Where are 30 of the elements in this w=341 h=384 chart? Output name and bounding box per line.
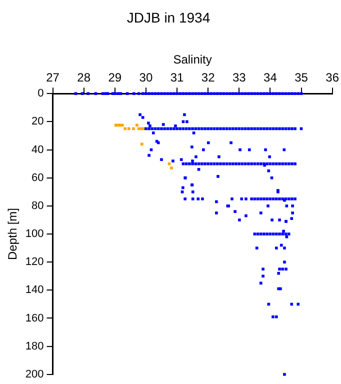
x-tick-label: 30 <box>139 70 153 85</box>
x-tick-label: 34 <box>264 70 278 85</box>
y-tick-label: 160 <box>25 312 44 324</box>
y-tick-label: 40 <box>32 144 44 156</box>
x-tick-label: 32 <box>201 70 216 85</box>
point <box>127 127 130 130</box>
chart-title: JDJB in 1934 <box>126 9 210 26</box>
point <box>124 127 127 130</box>
point <box>140 142 144 146</box>
y-tick-label: 100 <box>25 228 44 240</box>
x-tick-label: 36 <box>326 70 340 85</box>
y-tick-label: 200 <box>25 368 44 380</box>
x-tick-label: 29 <box>108 70 122 85</box>
y-tick-label: 140 <box>25 284 44 296</box>
point <box>170 166 173 170</box>
x-tick-label: 27 <box>46 70 60 85</box>
x-tick-label: 33 <box>232 70 246 85</box>
point <box>132 127 135 130</box>
y-tick-label: 0 <box>38 88 44 100</box>
x-axis-title: Salinity <box>173 52 212 66</box>
x-tick-label: 31 <box>170 70 184 85</box>
y-tick-label: 180 <box>25 340 44 352</box>
x-tick-label: 35 <box>294 70 308 85</box>
point <box>136 124 138 127</box>
y-tick-label: 120 <box>25 256 44 268</box>
y-tick-label: 60 <box>32 172 44 184</box>
x-tick-label: 28 <box>77 70 91 85</box>
y-axis-title: Depth [m] <box>6 208 20 260</box>
y-tick-label: 80 <box>32 200 44 212</box>
y-tick-label: 20 <box>32 116 44 128</box>
